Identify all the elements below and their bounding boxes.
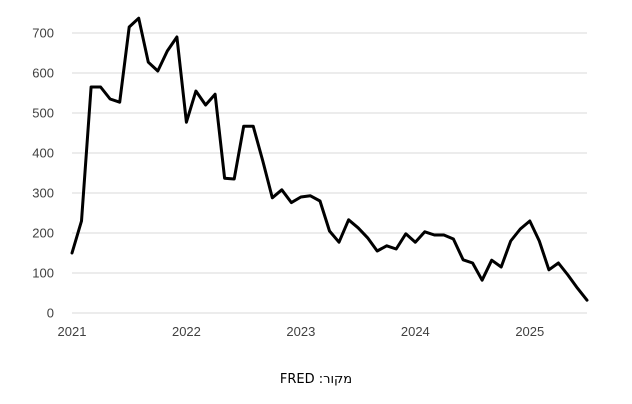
- x-tick-label: 2025: [515, 324, 544, 339]
- y-tick-label: 700: [32, 26, 54, 41]
- series-line: [70, 16, 589, 302]
- y-tick-label: 0: [47, 306, 54, 321]
- y-tick-label: 200: [32, 226, 54, 241]
- x-tick-label: 2021: [58, 324, 87, 339]
- gridlines: [72, 32, 587, 314]
- x-tick-label: 2023: [286, 324, 315, 339]
- y-tick-label: 400: [32, 146, 54, 161]
- x-tick-label: 2022: [172, 324, 201, 339]
- y-axis-ticks: 0 100 200 300 400 500 600 700: [32, 26, 54, 321]
- y-tick-label: 300: [32, 186, 54, 201]
- y-tick-label: 100: [32, 266, 54, 281]
- x-tick-label: 2024: [401, 324, 430, 339]
- source-label: מקור: FRED: [279, 372, 353, 387]
- x-axis-ticks: 2021 2022 2023 2024 2025: [58, 324, 545, 339]
- y-tick-label: 600: [32, 66, 54, 81]
- y-tick-label: 500: [32, 106, 54, 121]
